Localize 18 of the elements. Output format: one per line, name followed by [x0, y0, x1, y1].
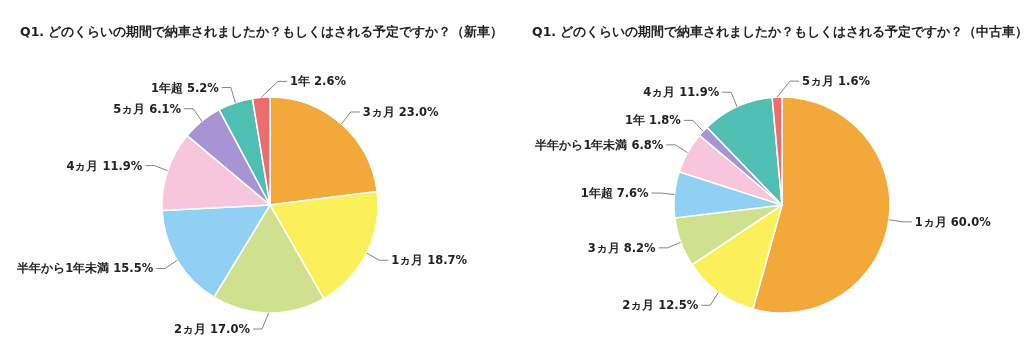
slice-label: 2ヵ月 17.0%: [174, 322, 251, 337]
chart-title: Q1. どのくらいの期間で納車されましたか？もしくはされる予定ですか？（中古車）: [532, 24, 1024, 39]
slice-label: 5ヵ月 6.1%: [113, 101, 182, 116]
slice-label: 1ヵ月 18.7%: [391, 253, 468, 268]
slice-label: 1ヵ月 60.0%: [914, 214, 992, 229]
slice-label: 5ヵ月 1.6%: [802, 74, 871, 89]
slice-label: 1年 1.8%: [624, 113, 682, 128]
slice-label: 3ヵ月 23.0%: [362, 105, 440, 120]
slice-label: 半年から1年未満 6.8%: [534, 137, 664, 152]
slice-label: 2ヵ月 12.5%: [622, 298, 699, 313]
slice-label: 4ヵ月 11.9%: [66, 158, 143, 173]
slice-label: 半年から1年未満 15.5%: [16, 261, 154, 276]
chart-title: Q1. どのくらいの期間で納車されましたか？もしくはされる予定ですか？（新車）: [20, 24, 504, 39]
slice-label: 1年 2.6%: [290, 74, 347, 89]
slice-label: 1年超 7.6%: [580, 186, 650, 201]
slice-label: 3ヵ月 8.2%: [587, 240, 656, 255]
slice-label: 1年超 5.2%: [150, 80, 220, 95]
slice-label: 4ヵ月 11.9%: [643, 85, 720, 100]
